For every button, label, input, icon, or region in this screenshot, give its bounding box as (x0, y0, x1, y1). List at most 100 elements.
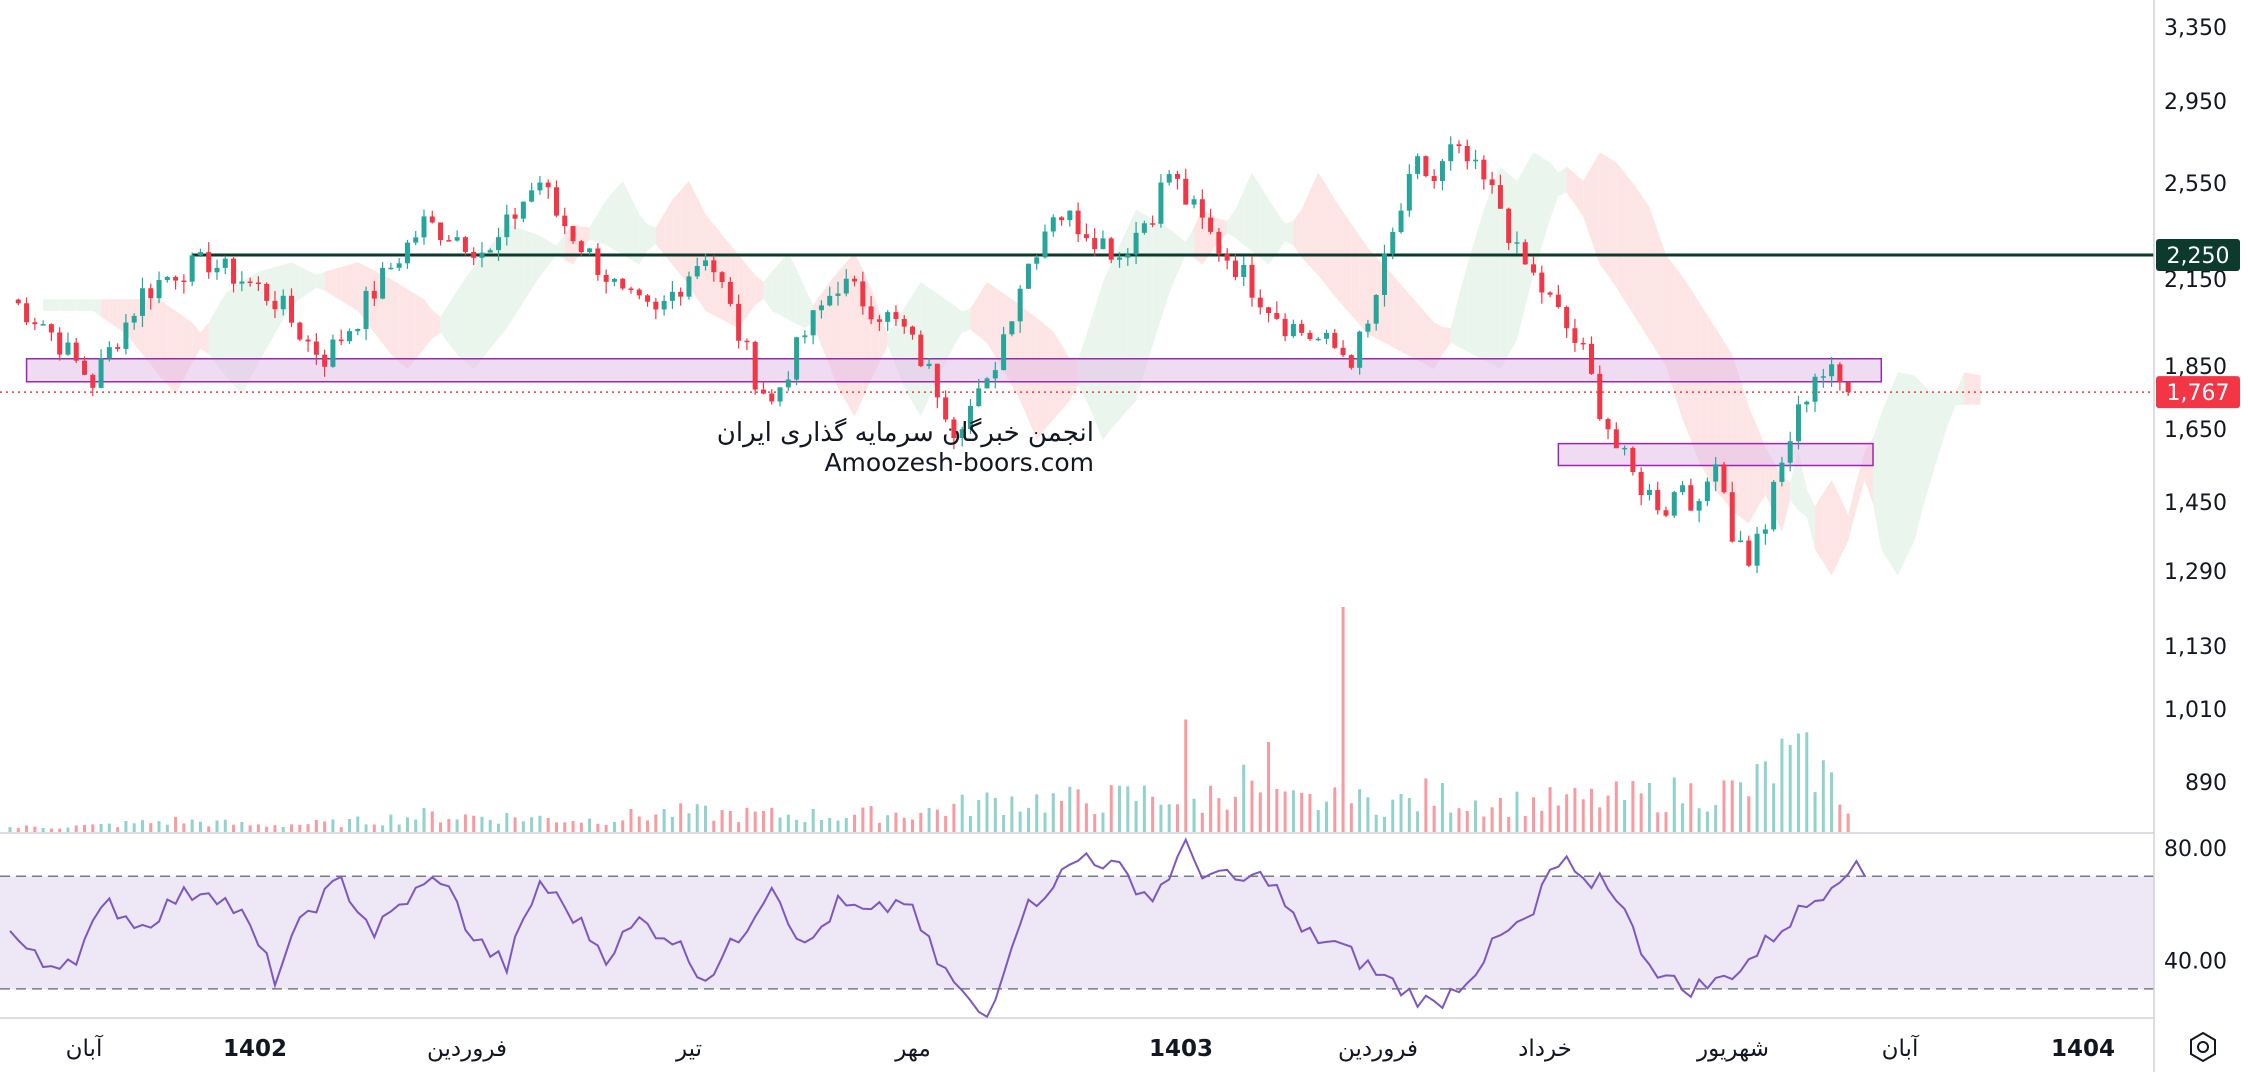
candle (744, 338, 750, 351)
volume-bar (1830, 772, 1834, 832)
candle (1001, 326, 1007, 371)
candle (1274, 301, 1280, 321)
candle (686, 271, 692, 300)
candle (653, 297, 659, 320)
candle (1845, 381, 1851, 396)
time-axis-label: فروردین (427, 1036, 507, 1062)
candle (736, 294, 742, 349)
candle (380, 262, 386, 300)
volume-bar (107, 823, 111, 832)
volume-bar (480, 816, 484, 832)
volume-bar (1532, 797, 1536, 832)
candle (611, 277, 617, 287)
volume-bar (1457, 808, 1461, 832)
volume-bar (737, 822, 741, 832)
candle (139, 277, 145, 327)
candle (1092, 228, 1098, 257)
volume-bar (646, 820, 650, 832)
volume-bar (306, 824, 310, 832)
volume-bar (174, 816, 178, 832)
time-axis-label: 1404 (2051, 1036, 2115, 1062)
volume-bar (1192, 798, 1196, 832)
volume-bar (1631, 781, 1635, 832)
volume-bar (670, 816, 674, 832)
candle (1290, 319, 1296, 338)
candle (239, 271, 245, 292)
volume-bar (1689, 783, 1693, 832)
volume-bar (182, 823, 186, 832)
candle (123, 314, 129, 355)
volume-bar (447, 818, 451, 832)
candle (976, 378, 982, 407)
candle (512, 207, 518, 230)
volume-bar (596, 823, 600, 832)
candle (1572, 318, 1578, 352)
settings-gear-icon[interactable] (2186, 1030, 2220, 1064)
candle (595, 243, 601, 281)
volume-bar (207, 826, 211, 832)
candle (396, 258, 402, 272)
volume-bar (140, 820, 144, 832)
candle (1415, 153, 1421, 180)
candle (173, 275, 179, 290)
candle (181, 274, 187, 294)
candle (645, 294, 651, 307)
volume-bar (91, 824, 95, 832)
candle (40, 320, 46, 326)
volume-bar (83, 824, 87, 832)
volume-bar (1573, 788, 1577, 832)
volume-bar (463, 814, 467, 832)
volume-bar (1002, 814, 1006, 832)
volume-bar (1349, 803, 1353, 832)
volume-bar (116, 827, 120, 832)
candle (272, 290, 278, 319)
candle (1431, 169, 1437, 189)
candle (363, 286, 369, 341)
candle (206, 242, 212, 279)
candle (1829, 357, 1835, 387)
volume-bar (687, 813, 691, 832)
candle (462, 236, 468, 256)
volume-bar (546, 817, 550, 832)
candle (1224, 248, 1230, 270)
volume-bar (968, 815, 972, 832)
volume-bar (530, 817, 534, 832)
volume-bar (1548, 787, 1552, 832)
volume-bar (1142, 785, 1146, 832)
volume-bar (1399, 793, 1403, 832)
candle (1481, 155, 1487, 190)
candle (264, 282, 270, 306)
candle (910, 325, 916, 340)
candle (1150, 215, 1156, 228)
volume-bar (33, 826, 37, 832)
candle (843, 269, 849, 297)
candle (810, 310, 816, 345)
volume-bar (1109, 785, 1113, 832)
candle (967, 399, 973, 434)
volume-bar (8, 827, 12, 832)
time-axis-label: تیر (675, 1036, 702, 1062)
price-tick-label: 2,550 (2164, 172, 2227, 197)
candle (1680, 480, 1686, 496)
volume-bar (778, 817, 782, 832)
candle (1141, 220, 1147, 235)
time-axis-label: آبان (66, 1034, 104, 1062)
candle (156, 271, 162, 304)
volume-bar (828, 817, 832, 832)
candle (322, 349, 328, 377)
volume-bar (1159, 804, 1163, 832)
candle (578, 239, 584, 256)
candle (1406, 164, 1412, 217)
volume-bar (861, 807, 865, 832)
candle (65, 332, 71, 356)
volume-bar (1772, 783, 1776, 832)
candle (1837, 362, 1843, 391)
candle (694, 257, 700, 280)
support-zone-1[interactable] (25, 358, 1883, 383)
candle (1208, 208, 1214, 235)
volume-bar (1026, 807, 1030, 832)
candle (1249, 256, 1255, 307)
volume-bar (1647, 783, 1651, 832)
volume-bar (1556, 805, 1560, 832)
